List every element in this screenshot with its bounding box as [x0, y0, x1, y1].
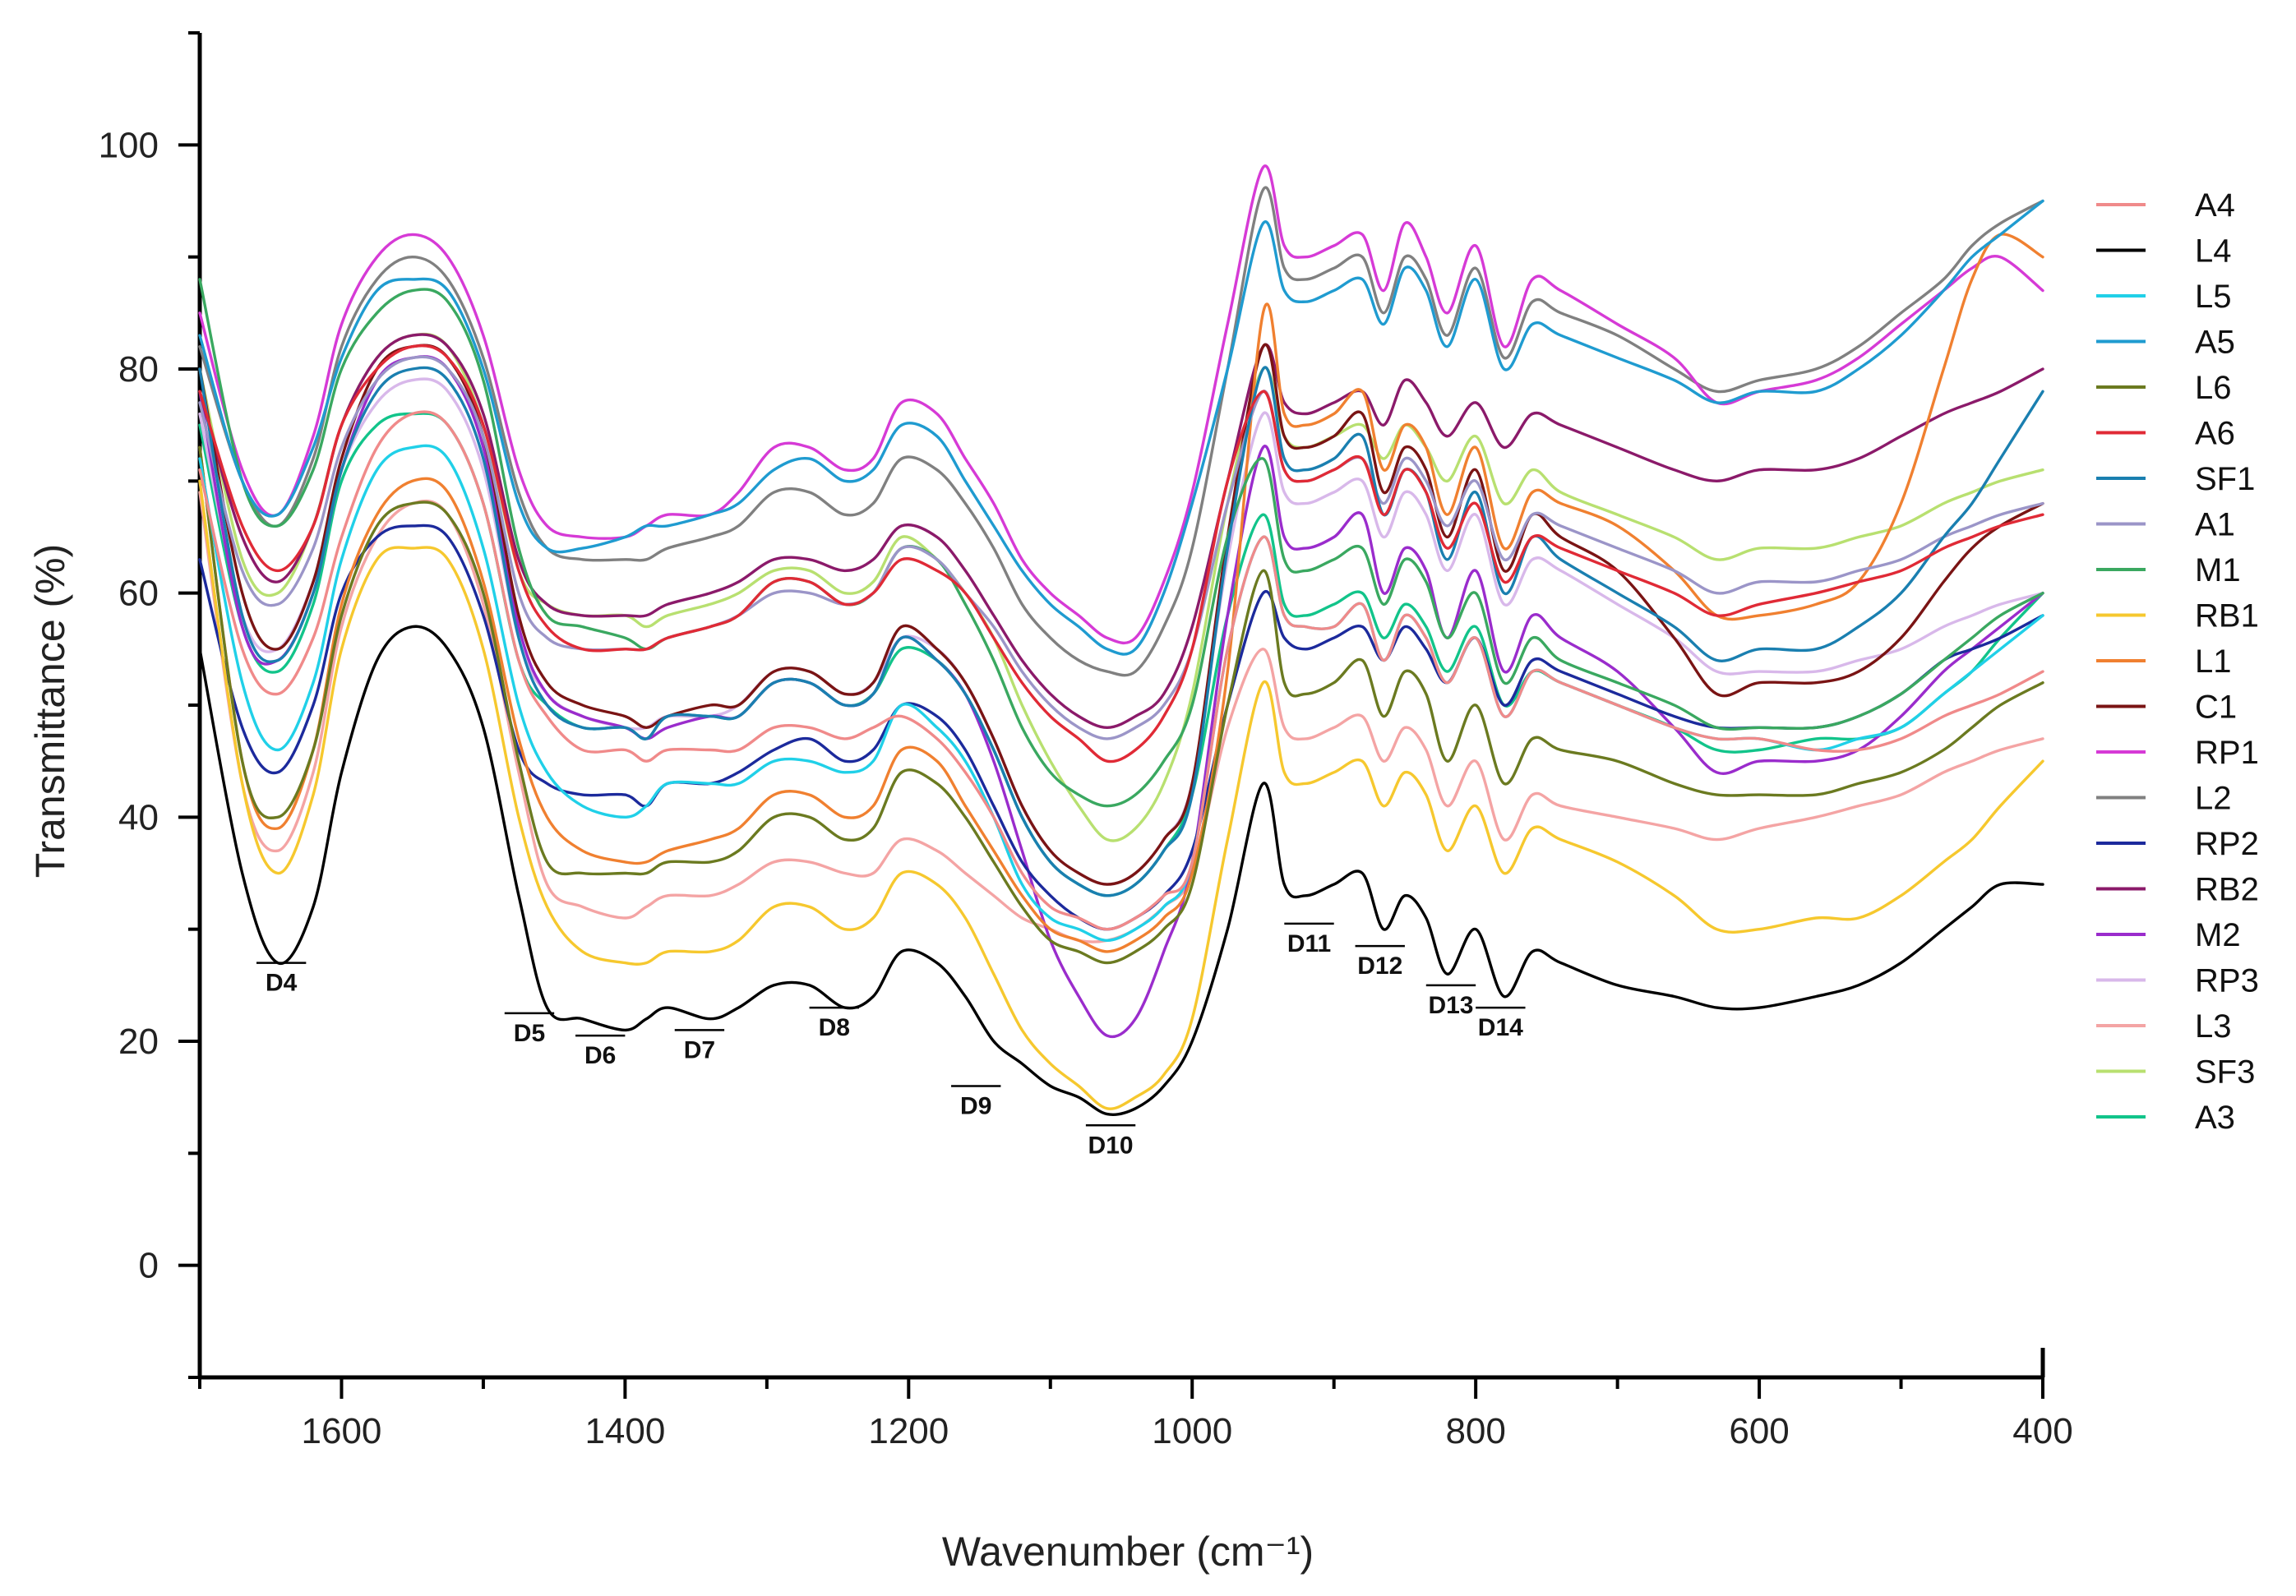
x-tick-label: 600: [1729, 1411, 1789, 1451]
series-line-l5: [198, 444, 2044, 942]
legend-label-l3: L3: [2195, 1008, 2232, 1045]
legend-label-a4: A4: [2195, 187, 2235, 224]
legend-label-rp2: RP2: [2195, 826, 2259, 862]
series-line-a6: [198, 344, 2044, 763]
series-line-m2: [198, 355, 2044, 1039]
x-tick-label: 1000: [1152, 1411, 1232, 1451]
band-label-d11: D11: [1287, 930, 1331, 957]
x-tick-label: 400: [2012, 1411, 2072, 1451]
band-label-d9: D9: [960, 1093, 991, 1120]
band-label-d6: D6: [584, 1042, 616, 1069]
legend-label-l4: L4: [2195, 233, 2232, 270]
series-line-m1: [198, 278, 2044, 808]
series-layer: [198, 164, 2044, 1117]
x-tick-label: 1600: [302, 1411, 382, 1451]
band-label-d13: D13: [1428, 992, 1473, 1019]
legend-label-m2: M2: [2195, 917, 2241, 953]
legend-label-a6: A6: [2195, 416, 2235, 452]
series-line-sf1: [198, 366, 2044, 897]
legend-label-a3: A3: [2195, 1100, 2235, 1136]
legend-label-a5: A5: [2195, 325, 2235, 361]
series-line-rp3: [198, 377, 2044, 886]
series-line-l6: [198, 445, 2044, 965]
legend-label-m1: M1: [2195, 552, 2241, 588]
legend-label-sf1: SF1: [2195, 461, 2255, 497]
legend-label-rb1: RB1: [2195, 598, 2259, 634]
series-line-l3: [198, 491, 2044, 943]
y-tick-label: 60: [118, 574, 159, 614]
band-label-d7: D7: [684, 1036, 715, 1063]
legend-label-c1: C1: [2195, 690, 2237, 726]
series-line-a4: [198, 410, 2044, 931]
band-label-d10: D10: [1088, 1132, 1134, 1159]
series-line-l2: [198, 186, 2044, 677]
series-line-rp1: [198, 164, 2044, 645]
y-axis-title: Transmittance (%): [27, 544, 73, 879]
legend-label-l2: L2: [2195, 781, 2232, 817]
series-line-l1: [198, 233, 2044, 953]
x-tick-label: 1400: [584, 1411, 665, 1451]
y-tick-label: 0: [139, 1246, 159, 1286]
y-tick-label: 80: [118, 349, 159, 390]
series-line-a5: [198, 199, 2044, 656]
series-line-a1: [198, 355, 2044, 740]
band-label-d8: D8: [819, 1014, 850, 1041]
legend-label-a1: A1: [2195, 507, 2235, 543]
y-tick-label: 100: [99, 125, 159, 165]
x-axis-title: Wavenumber (cm⁻¹): [942, 1529, 1314, 1575]
legend-label-rp1: RP1: [2195, 735, 2259, 771]
y-tick-label: 20: [118, 1022, 159, 1062]
band-label-d12: D12: [1357, 953, 1402, 980]
band-label-d5: D5: [514, 1020, 545, 1047]
axes: 0 20 40 60 80 100 1600 1400 1200 1000 800 600 400: [99, 31, 2073, 1451]
y-tick-label: 40: [118, 797, 159, 837]
band-label-d14: D14: [1478, 1014, 1523, 1041]
legend-label-l6: L6: [2195, 370, 2232, 406]
series-line-l4: [198, 625, 2044, 1117]
legend: A4 L4 L5 A5 L6 A6 SF1 A1 M1 RB1 L1 C1 RP1 L2 RP2 RB2 M2 R…: [2096, 187, 2259, 1136]
band-label-d4: D4: [266, 970, 298, 997]
legend-label-rp3: RP3: [2195, 963, 2259, 999]
x-tick-label: 1200: [868, 1411, 949, 1451]
legend-label-l1: L1: [2195, 643, 2232, 680]
legend-label-l5: L5: [2195, 279, 2232, 315]
legend-label-rb2: RB2: [2195, 872, 2259, 908]
x-tick-label: 800: [1445, 1411, 1505, 1451]
series-line-rb1: [198, 479, 2044, 1110]
legend-label-sf3: SF3: [2195, 1054, 2255, 1091]
series-line-rb2: [198, 333, 2044, 729]
